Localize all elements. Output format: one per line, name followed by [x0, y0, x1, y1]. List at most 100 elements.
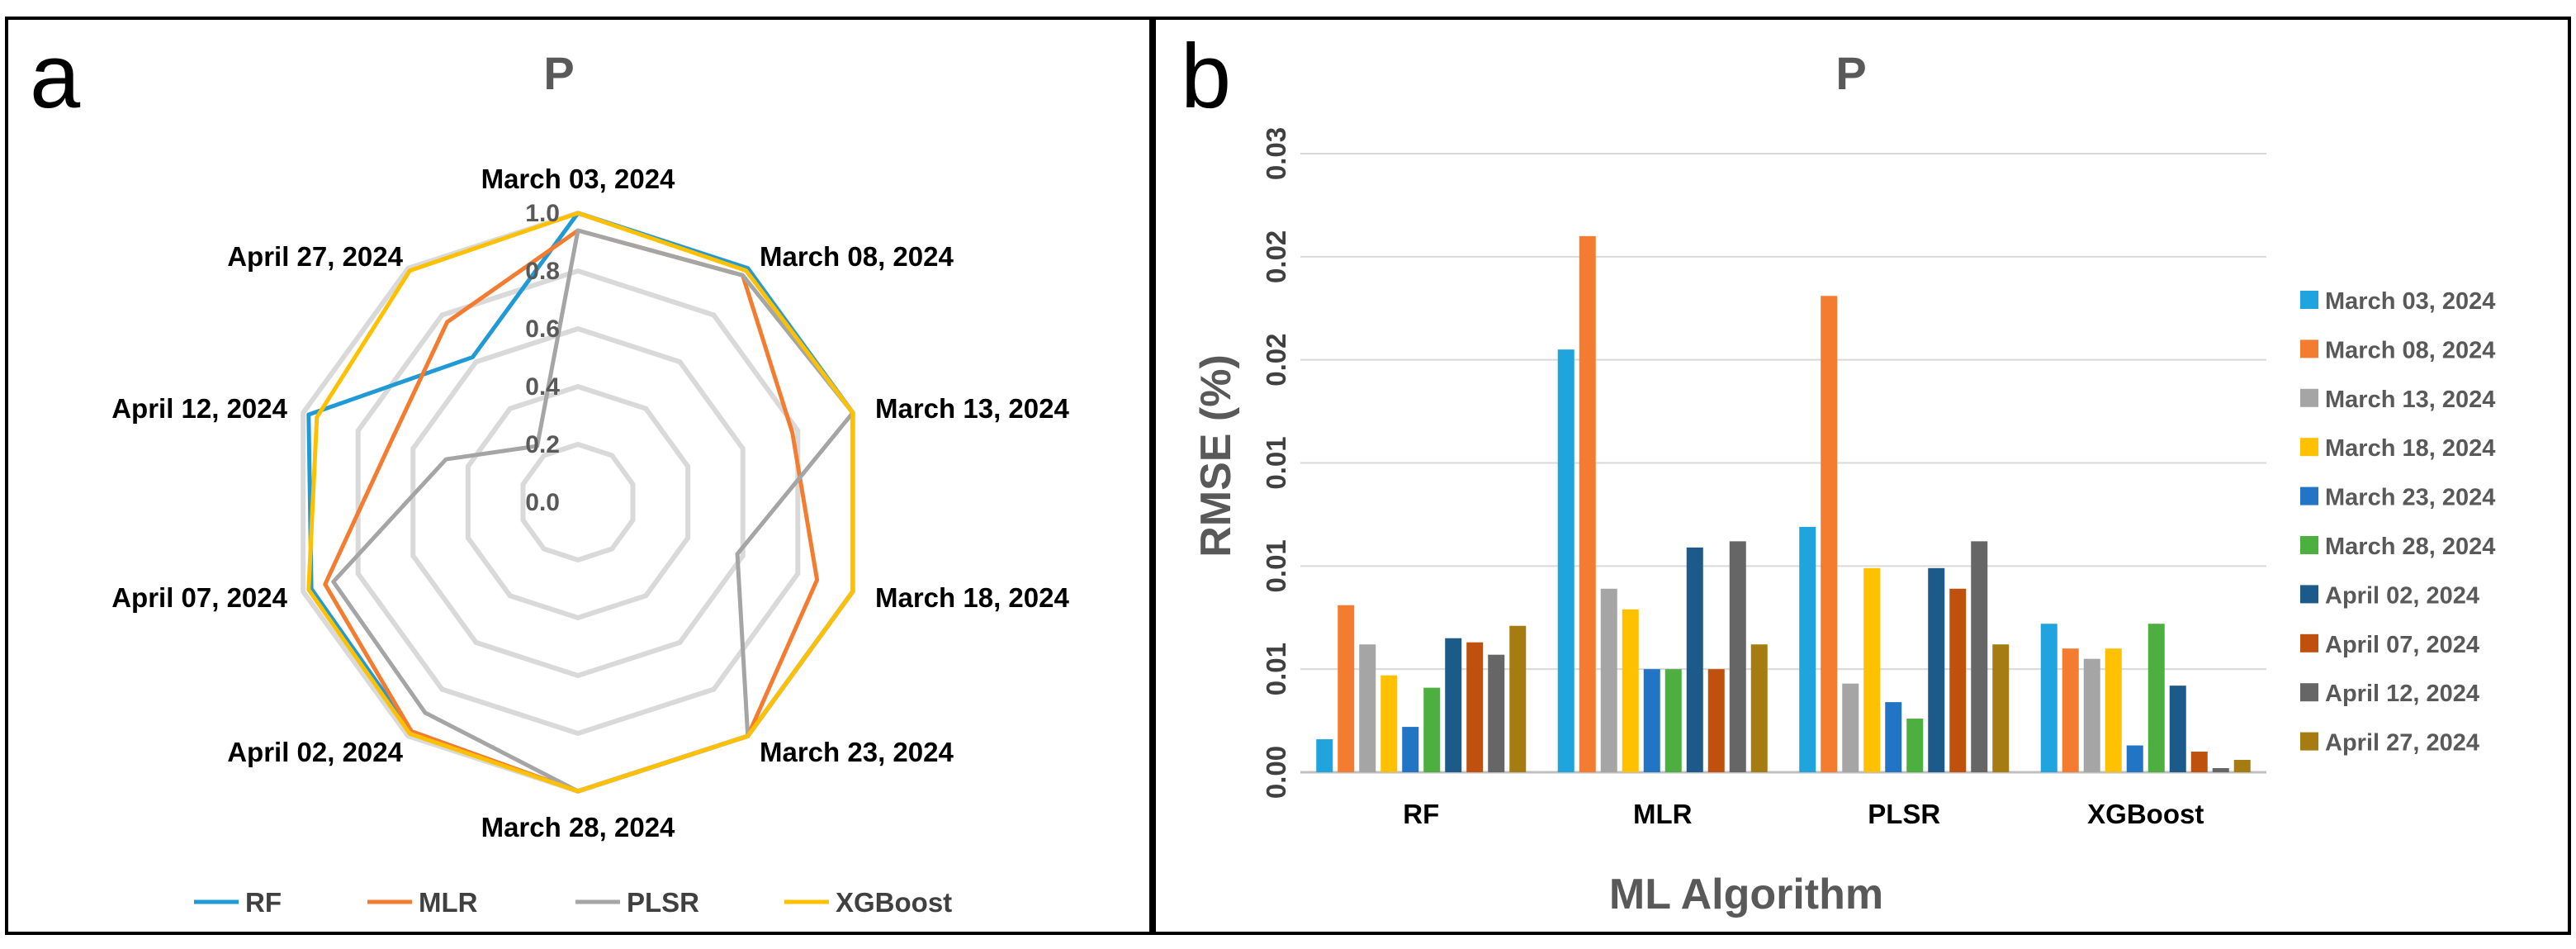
radar-ring [465, 383, 691, 621]
legend-swatch-april-02-2024 [2300, 585, 2318, 604]
bar-mlr-april-27-2024 [1750, 644, 1768, 772]
bar-mlr-april-12-2024 [1729, 541, 1746, 772]
legend-swatch-april-27-2024 [2300, 732, 2318, 751]
radar-series [306, 211, 855, 794]
bar-xgboost-march-13-2024 [2083, 658, 2100, 772]
legend-label-april-27-2024: April 27, 2024 [2325, 730, 2479, 757]
bar-mlr-march-03-2024 [1557, 349, 1574, 772]
x-category-label: XGBoost [2087, 799, 2204, 829]
legend-swatch-march-28-2024 [2300, 536, 2318, 554]
bar-mlr-april-07-2024 [1707, 669, 1725, 772]
y-tick-label: 0.01 [1261, 436, 1291, 489]
bar-mlr-april-02-2024 [1686, 547, 1703, 772]
bar-rf-april-02-2024 [1445, 638, 1462, 772]
bar-mlr-march-18-2024 [1622, 609, 1639, 772]
x-category-label: RF [1403, 799, 1439, 829]
bar-rf-april-07-2024 [1466, 642, 1484, 772]
radar-category-label: April 07, 2024 [111, 582, 287, 613]
radar-ring [410, 325, 746, 679]
bar-xgboost-april-07-2024 [2190, 752, 2208, 772]
legend-label-rf: RF [245, 887, 282, 918]
radar-ring [520, 441, 636, 563]
legend-swatch-march-03-2024 [2300, 291, 2318, 309]
y-tick-label: 0.03 [1261, 127, 1291, 180]
panel-a-letter: a [30, 26, 81, 127]
radar-ring-tick-label: 0.4 [525, 373, 560, 401]
legend-swatch-march-18-2024 [2300, 438, 2318, 457]
bar-plsr-april-12-2024 [1971, 541, 1988, 772]
x-category-label: PLSR [1868, 799, 1940, 829]
bar-xgboost-april-27-2024 [2233, 760, 2251, 772]
y-axis-title: RMSE (%) [1192, 354, 1240, 558]
legend-label-march-13-2024: March 13, 2024 [2325, 387, 2495, 413]
bar-rf-march-13-2024 [1359, 644, 1376, 772]
bar-mlr-march-13-2024 [1600, 588, 1617, 772]
panel-b-border [1153, 17, 2571, 935]
bar-rf-march-03-2024 [1316, 739, 1333, 772]
radar-ring-tick-label: 1.0 [525, 200, 560, 227]
bar-y-ticks: 0.00 0.01 0.01 0.01 0.02 0.02 0.03 [1261, 127, 1291, 799]
x-category-label: MLR [1633, 799, 1693, 829]
y-tick-label: 0.01 [1261, 643, 1291, 695]
y-tick-label: 0.02 [1261, 230, 1291, 283]
bar-rf-march-08-2024 [1338, 605, 1355, 772]
radar-legend: RF MLR PLSR XGBoost [194, 887, 952, 918]
bar-mlr-march-28-2024 [1664, 669, 1682, 772]
legend-label-april-02-2024: April 02, 2024 [2325, 582, 2479, 609]
bar-plsr-march-23-2024 [1885, 702, 1902, 772]
panel-b: b P 0.00 0.01 0.01 0.01 0.02 0.02 0.03 RF MLR PL… [1153, 17, 2571, 935]
radar-category-label: March 18, 2024 [875, 582, 1069, 613]
bar-mlr-march-08-2024 [1579, 235, 1596, 772]
bar-xgboost-april-02-2024 [2169, 686, 2186, 772]
radar-ring-tick-label: 0.2 [525, 431, 560, 458]
bar-rf-march-28-2024 [1423, 687, 1441, 772]
bar-mlr-march-23-2024 [1643, 669, 1660, 772]
legend-label-xgboost: XGBoost [836, 887, 952, 918]
bar-xgboost-march-18-2024 [2105, 648, 2122, 772]
bar-xgboost-march-23-2024 [2126, 745, 2143, 772]
radar-series-xgboost [306, 211, 855, 794]
radar-ring-tick-label: 0.0 [525, 489, 560, 516]
legend-label-march-28-2024: March 28, 2024 [2325, 534, 2495, 560]
y-tick-label: 0.00 [1261, 746, 1291, 799]
radar-category-label: March 28, 2024 [481, 812, 675, 842]
bar-plsr-march-08-2024 [1821, 296, 1838, 772]
bar-title: P [1835, 47, 1866, 99]
radar-category-label: April 12, 2024 [111, 393, 287, 424]
bar-rf-march-23-2024 [1402, 727, 1419, 772]
radar-category-label: March 08, 2024 [760, 241, 954, 272]
radar-ring [355, 268, 801, 737]
bar-plsr-march-28-2024 [1906, 719, 1924, 772]
bar-plsr-march-13-2024 [1842, 683, 1859, 772]
radar-category-label: April 02, 2024 [227, 737, 403, 767]
bar-rf-april-12-2024 [1488, 654, 1505, 772]
bar-xgboost-march-03-2024 [2040, 624, 2057, 772]
radar-category-label: April 27, 2024 [227, 241, 403, 272]
legend-swatch-march-08-2024 [2300, 339, 2318, 358]
bar-plsr-april-27-2024 [1992, 644, 2010, 772]
legend-label-march-23-2024: March 23, 2024 [2325, 485, 2495, 511]
bar-legend: March 03, 2024 March 08, 2024 March 13, 20… [2300, 288, 2495, 757]
y-tick-label: 0.02 [1261, 334, 1291, 387]
radar-category-label: March 03, 2024 [481, 164, 675, 194]
radar-ring-tick-label: 0.8 [525, 258, 560, 285]
bar-x-categories: RF MLR PLSR XGBoost [1403, 799, 2204, 829]
bar-plsr-april-07-2024 [1949, 588, 1967, 772]
legend-swatch-march-23-2024 [2300, 486, 2318, 505]
bar-plsr-march-03-2024 [1799, 526, 1816, 772]
legend-swatch-march-13-2024 [2300, 388, 2318, 407]
legend-label-plsr: PLSR [627, 887, 699, 918]
bar-xgboost-march-08-2024 [2062, 648, 2079, 772]
x-axis-title: ML Algorithm [1609, 871, 1883, 918]
bar-xgboost-march-28-2024 [2147, 624, 2165, 772]
legend-swatch-april-12-2024 [2300, 683, 2318, 702]
panel-b-letter: b [1181, 26, 1231, 127]
panel-a-border [5, 17, 1153, 935]
legend-label-mlr: MLR [419, 887, 478, 918]
radar-category-labels: March 03, 2024 March 08, 2024 March 13, 20… [111, 164, 1069, 842]
legend-label-april-12-2024: April 12, 2024 [2325, 681, 2479, 707]
panel-a: a P 0.00.20.40.60.81.0 March 03, 2024Mar… [5, 17, 1153, 935]
legend-label-march-18-2024: March 18, 2024 [2325, 435, 2495, 462]
radar-title: P [543, 47, 574, 99]
